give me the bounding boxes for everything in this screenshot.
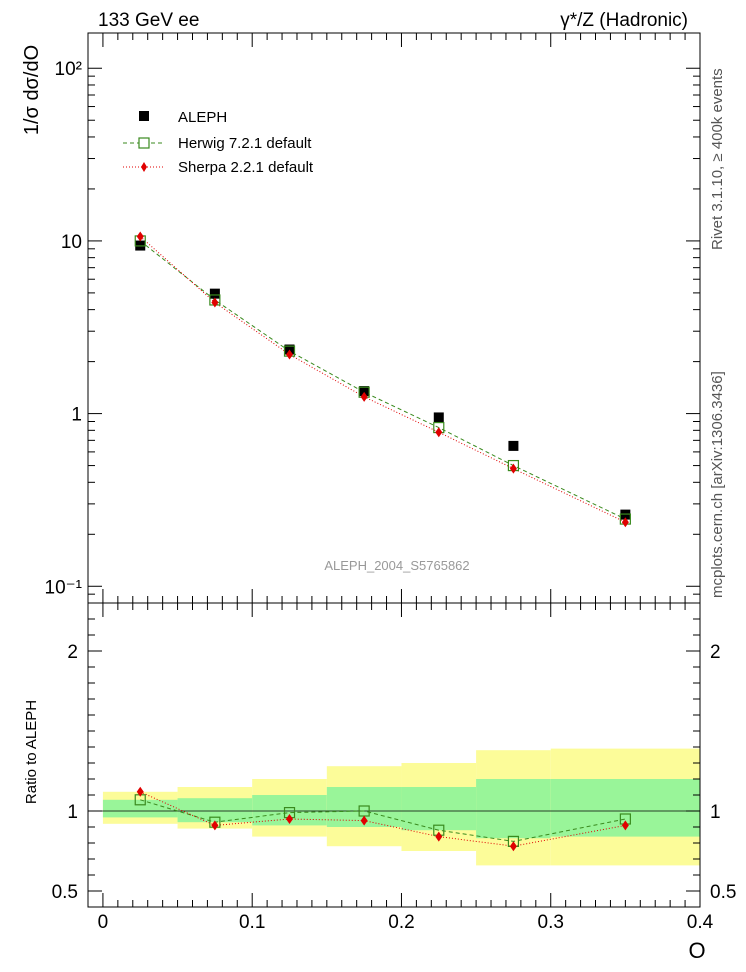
main-sherpa-point (621, 517, 629, 528)
main-y-tick-label: 10⁻¹ (45, 577, 83, 598)
legend-aleph-label: ALEPH (178, 109, 227, 126)
ratio-sherpa-point (360, 815, 368, 826)
ratio-uncertainty-bands (102, 748, 700, 866)
ratio-y-tick-label-right: 1 (710, 802, 721, 823)
ratio-inner-band (401, 787, 477, 831)
legend: ALEPH Herwig 7.2.1 default Sherpa 2.2.1 … (123, 109, 314, 176)
ratio-plot: 0.5 0.51 12 2 0 0.1 0.2 0.3 0.4 Ratio to ALEPH … (23, 602, 736, 963)
ratio-plot-frame (87, 602, 701, 908)
main-series (134, 231, 631, 528)
ratio-inner-band (177, 798, 253, 823)
ratio-y-tick-label-right: 2 (710, 642, 721, 663)
ratio-sherpa-point (621, 820, 629, 831)
ratio-y-axis: 0.5 0.5 1 1 2 2 (52, 618, 736, 903)
ratio-sherpa-point (211, 820, 219, 831)
main-sherpa-point (136, 231, 144, 242)
mcplots-label: mcplots.cern.ch [arXiv:1306.3436] (709, 371, 726, 598)
main-sherpa-point (211, 297, 219, 308)
analysis-watermark: ALEPH_2004_S5765862 (324, 558, 469, 573)
main-aleph-point (433, 412, 444, 423)
ratio-series (134, 786, 631, 852)
legend-herwig-marker (138, 137, 150, 149)
main-sherpa-point (360, 391, 368, 402)
legend-sherpa-marker (141, 162, 147, 172)
x-tick-label: 0.3 (538, 912, 564, 933)
main-sherpa-point (509, 463, 517, 474)
main-sherpa-point (286, 349, 294, 360)
ratio-y-tick-label: 2 (67, 642, 78, 663)
main-plot: 10⁻¹ 1 10 10² 1/σ dσ/dO ALEPH_2004_S5765862… (21, 32, 701, 604)
main-aleph-point (209, 288, 220, 299)
legend-aleph-marker (139, 111, 149, 121)
x-axis: 0 0.1 0.2 0.3 0.4 (98, 603, 714, 933)
ratio-y-tick-label: 1 (67, 802, 78, 823)
main-aleph-point (359, 386, 370, 397)
x-axis-title: O (688, 938, 705, 963)
main-y-axis-title: 1/σ dσ/dO (21, 45, 43, 135)
process-label: γ*/Z (Hadronic) (560, 10, 688, 31)
x-tick-label: 0 (98, 912, 109, 933)
x-tick-label: 0.1 (239, 912, 265, 933)
main-aleph-point (508, 440, 519, 451)
main-sherpa-point (435, 427, 443, 438)
ratio-y-tick-label-right: 0.5 (710, 882, 736, 903)
main-series-line (139, 240, 626, 520)
ratio-y-axis-title: Ratio to ALEPH (23, 700, 40, 804)
main-y-tick-label: 10² (55, 59, 82, 80)
legend-sherpa-label: Sherpa 2.2.1 default (178, 159, 314, 176)
main-series-line (139, 236, 626, 523)
energy-label: 133 GeV ee (98, 10, 199, 31)
rivet-label: Rivet 3.1.10, ≥ 400k events (709, 68, 726, 250)
x-tick-label: 0.4 (687, 912, 714, 933)
ratio-sherpa-point (286, 814, 294, 824)
ratio-y-tick-label: 0.5 (52, 882, 78, 903)
main-y-tick-label: 10 (61, 232, 82, 253)
legend-herwig-label: Herwig 7.2.1 default (178, 135, 312, 152)
ratio-sherpa-point (509, 841, 517, 852)
main-y-axis: 10⁻¹ 1 10 10² (45, 33, 701, 603)
ratio-inner-band (102, 799, 178, 818)
x-tick-label: 0.2 (388, 912, 414, 933)
ratio-sherpa-point (136, 786, 144, 797)
main-y-tick-label: 1 (71, 405, 82, 426)
ratio-sherpa-point (435, 831, 443, 842)
ratio-herwig-point (358, 805, 370, 817)
ratio-inner-band (476, 779, 551, 839)
